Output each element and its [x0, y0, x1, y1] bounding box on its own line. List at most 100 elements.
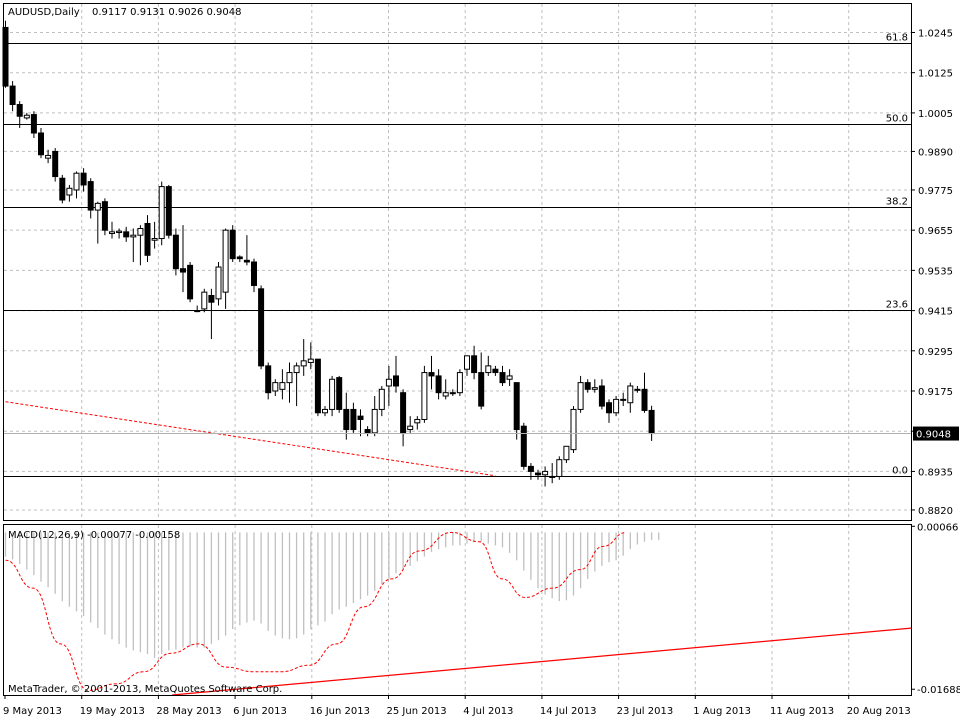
candle-body — [641, 388, 648, 411]
candle-body — [87, 181, 94, 211]
price-tick-label: 1.0005 — [918, 109, 953, 120]
price-trendline — [5, 401, 496, 477]
candle-body — [527, 465, 534, 472]
time-axis: 9 May 2013 19 May 2013 28 May 2013 6 Jun 20… — [3, 695, 911, 717]
candle-body — [229, 229, 236, 260]
candle-body — [371, 408, 378, 434]
time-tick-label: 20 Aug 2013 — [847, 706, 911, 717]
candle-body — [286, 372, 293, 384]
current-price-tag — [913, 426, 959, 441]
candle-body — [265, 365, 272, 394]
macd-signal-line — [5, 531, 627, 691]
candle-body — [243, 259, 250, 263]
candle-body — [215, 266, 222, 300]
macd-trendline-segment — [172, 627, 912, 696]
candle-body — [208, 295, 215, 303]
candle-body — [222, 229, 229, 293]
macd-pane-frame — [3, 524, 912, 696]
candle-body — [272, 382, 279, 392]
candle-body — [464, 355, 470, 370]
candle-body — [151, 238, 158, 241]
candle-body — [307, 358, 314, 364]
candle-body — [378, 388, 385, 410]
time-tick-label: 16 Jun 2013 — [310, 706, 370, 717]
candle-body — [591, 387, 598, 390]
price-tick-label: 0.8820 — [918, 506, 953, 517]
macd-indicator-label: MACD(12,26,9) -0.00077 -0.00158 — [8, 530, 180, 541]
price-tick-label: 0.9655 — [918, 226, 953, 237]
price-tick-label: 0.9775 — [918, 186, 953, 197]
candle-body — [549, 475, 556, 478]
candle-body — [535, 472, 541, 476]
candle-body — [449, 392, 456, 395]
macd-signal-path — [5, 531, 627, 691]
fibonacci-level-label: 0.0 — [892, 466, 908, 477]
candle-body — [492, 368, 499, 374]
candle-body — [428, 372, 435, 377]
candle-body — [109, 231, 115, 235]
time-tick-label: 23 Jul 2013 — [617, 706, 674, 717]
candlestick-series — [2, 20, 655, 487]
chart-ohlc-label: 0.9117 0.9131 0.9026 0.9048 — [92, 7, 242, 18]
price-tick-label: 1.0125 — [918, 69, 953, 80]
copyright-label: MetaTrader, © 2001-2013, MetaQuotes Soft… — [8, 684, 282, 695]
candle-body — [606, 402, 612, 414]
price-trendline-segment — [5, 401, 496, 477]
candle-body — [620, 398, 627, 401]
macd-tick-label: 0.00066 — [917, 522, 958, 533]
candle-body — [499, 372, 506, 384]
price-axis: 1.0245 1.0125 1.0005 0.9890 0.9775 0.9655 0.95… — [4, 28, 959, 517]
fibonacci-level-label: 61.8 — [886, 33, 908, 44]
candle-body — [336, 377, 343, 410]
candle-body — [73, 172, 80, 191]
candle-body — [435, 375, 442, 394]
candle-body — [251, 261, 257, 286]
time-tick-label: 28 May 2013 — [156, 706, 221, 717]
candle-body — [172, 234, 179, 270]
candle-body — [187, 264, 194, 300]
candle-body — [165, 186, 172, 236]
candle-body — [38, 132, 44, 156]
price-tick-label: 0.9890 — [918, 147, 953, 158]
candle-body — [598, 385, 605, 407]
candle-body — [329, 378, 336, 410]
candle-body — [364, 429, 371, 434]
candle-body — [613, 398, 620, 414]
candle-body — [393, 375, 399, 387]
time-tick-label: 14 Jul 2013 — [540, 706, 597, 717]
price-tick-label: 0.8935 — [918, 467, 953, 478]
candle-body — [9, 85, 16, 106]
candle-body — [478, 372, 485, 407]
price-tick-label: 0.9295 — [918, 347, 953, 358]
time-tick-label: 1 Aug 2013 — [693, 706, 751, 717]
candle-body — [123, 231, 130, 238]
time-tick-label: 25 Jun 2013 — [387, 706, 447, 717]
candle-body — [116, 230, 123, 234]
candle-body — [201, 291, 208, 310]
price-tick-label: 1.0245 — [918, 28, 953, 39]
candle-body — [137, 227, 144, 236]
candle-body — [194, 310, 201, 313]
fibonacci-level-label: 50.0 — [886, 114, 908, 125]
macd-grid — [81, 525, 850, 695]
candle-body — [442, 392, 449, 397]
candle-body — [456, 372, 463, 394]
candle-body — [485, 365, 492, 374]
candle-body — [94, 202, 101, 211]
candle-body — [627, 385, 634, 404]
candle-body — [648, 409, 655, 435]
candle-body — [407, 425, 414, 431]
time-tick-label: 9 May 2013 — [3, 706, 62, 717]
candle-body — [101, 201, 108, 231]
price-tick-label: 0.9415 — [918, 307, 953, 318]
macd-histogram — [4, 532, 660, 658]
macd-tick-label: -0.01688 — [917, 685, 960, 696]
time-tick-label: 4 Jul 2013 — [463, 706, 513, 717]
candle-body — [293, 365, 300, 374]
candle-body — [400, 392, 407, 434]
candle-body — [520, 425, 527, 467]
current-price-label: 0.9048 — [916, 430, 951, 441]
price-pane-frame — [3, 3, 912, 521]
